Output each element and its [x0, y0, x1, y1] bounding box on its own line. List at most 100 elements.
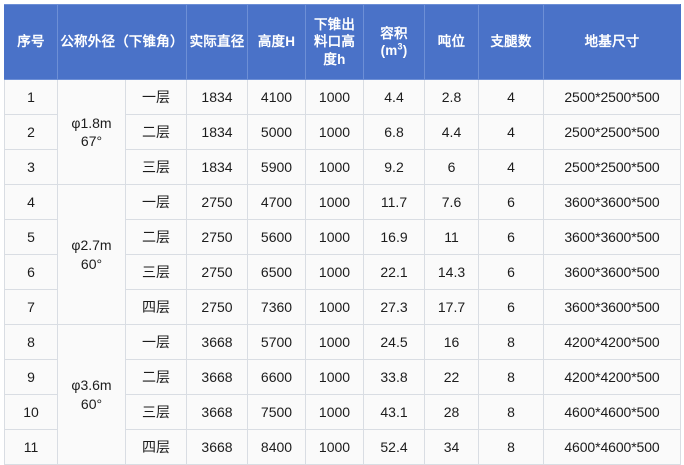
table-row: 10 三层 3668 7500 1000 43.1 28 8 4600*4600*500 — [4, 394, 681, 430]
cell-tonnage: 11 — [424, 219, 479, 255]
cell-actual-diameter: 3668 — [186, 429, 248, 465]
cell-height: 5000 — [247, 114, 306, 150]
column-header-seq: 序号 — [4, 4, 58, 80]
column-header-nominal-diameter: 公称外径（下锥角） — [57, 4, 187, 80]
cone-angle-value: 60° — [80, 395, 103, 412]
cell-height: 4100 — [247, 79, 306, 115]
cell-layer: 一层 — [125, 184, 187, 220]
cell-nominal-diameter: φ2.7m 60° — [57, 184, 126, 325]
cell-foundation-size: 4200*4200*500 — [543, 359, 681, 395]
cell-outlet-height: 1000 — [305, 184, 364, 220]
cell-layer: 三层 — [125, 394, 187, 430]
table-row: 11 四层 3668 8400 1000 52.4 34 8 4600*4600*500 — [4, 429, 681, 465]
cell-volume: 11.7 — [363, 184, 425, 220]
cell-layer: 三层 — [125, 254, 187, 290]
cell-nominal-diameter: φ3.6m 60° — [57, 324, 126, 465]
cell-actual-diameter: 3668 — [186, 324, 248, 360]
cell-nominal-diameter: φ1.8m 67° — [57, 79, 126, 185]
cell-tonnage: 34 — [424, 429, 479, 465]
cell-layer: 四层 — [125, 429, 187, 465]
column-header-volume-unit: (m3) — [366, 42, 422, 59]
cell-height: 4700 — [247, 184, 306, 220]
cell-height: 8400 — [247, 429, 306, 465]
table-row: 8 φ3.6m 60° 一层 3668 5700 1000 24.5 16 8 4200*4200*… — [4, 324, 681, 465]
cell-seq: 11 — [4, 429, 58, 465]
table-row: 5 二层 2750 5600 1000 16.9 11 6 3600*3600*500 — [4, 219, 681, 255]
table-row: 6 三层 2750 6500 1000 22.1 14.3 6 3600*3600*500 — [4, 254, 681, 290]
cell-seq: 4 — [4, 184, 58, 220]
cell-foundation-size: 3600*3600*500 — [543, 254, 681, 290]
cell-foundation-size: 2500*2500*500 — [543, 149, 681, 185]
table-row: 7 四层 2750 7360 1000 27.3 17.7 6 3600*3600*500 — [4, 289, 681, 325]
cell-tonnage: 22 — [424, 359, 479, 395]
table-body: 1 φ1.8m 67° 一层 1834 4100 1000 4.4 2.8 4 2500*2500*… — [4, 79, 681, 465]
cell-seq: 1 — [4, 79, 58, 115]
cell-layer: 二层 — [125, 359, 187, 395]
cell-tonnage: 14.3 — [424, 254, 479, 290]
cell-leg-count: 6 — [478, 254, 544, 290]
cell-tonnage: 4.4 — [424, 114, 479, 150]
cell-actual-diameter: 1834 — [186, 149, 248, 185]
cell-leg-count: 8 — [478, 324, 544, 360]
volume-unit-base: (m — [380, 43, 398, 58]
cell-foundation-size: 2500*2500*500 — [543, 79, 681, 115]
table-header: 序号 公称外径（下锥角） 实际直径 高度H 下锥出料口高度h 容积 (m3) 吨… — [4, 4, 681, 80]
cell-leg-count: 8 — [478, 429, 544, 465]
cell-volume: 33.8 — [363, 359, 425, 395]
column-header-actual-diameter: 实际直径 — [186, 4, 248, 80]
cell-outlet-height: 1000 — [305, 394, 364, 430]
cell-layer: 二层 — [125, 219, 187, 255]
column-header-outlet-height: 下锥出料口高度h — [305, 4, 364, 80]
cell-foundation-size: 4600*4600*500 — [543, 394, 681, 430]
cell-outlet-height: 1000 — [305, 324, 364, 360]
column-header-volume: 容积 (m3) — [363, 4, 425, 80]
cell-layer: 一层 — [125, 324, 187, 360]
cell-outlet-height: 1000 — [305, 79, 364, 115]
cell-volume: 43.1 — [363, 394, 425, 430]
cell-seq: 6 — [4, 254, 58, 290]
cell-volume: 22.1 — [363, 254, 425, 290]
volume-unit-exponent: 3 — [397, 41, 403, 52]
cell-actual-diameter: 2750 — [186, 184, 248, 220]
column-header-volume-label: 容积 — [380, 25, 408, 41]
cell-height: 5900 — [247, 149, 306, 185]
cell-seq: 9 — [4, 359, 58, 395]
cell-layer: 二层 — [125, 114, 187, 150]
table-row: 4 φ2.7m 60° 一层 2750 4700 1000 11.7 7.6 6 3600*3600… — [4, 184, 681, 325]
cell-tonnage: 16 — [424, 324, 479, 360]
cell-height: 6600 — [247, 359, 306, 395]
cell-outlet-height: 1000 — [305, 254, 364, 290]
cell-outlet-height: 1000 — [305, 149, 364, 185]
column-header-foundation-size: 地基尺寸 — [543, 4, 681, 80]
cell-leg-count: 8 — [478, 394, 544, 430]
cell-leg-count: 4 — [478, 79, 544, 115]
cell-actual-diameter: 1834 — [186, 79, 248, 115]
cell-seq: 3 — [4, 149, 58, 185]
nominal-diameter-value: φ3.6m — [71, 377, 112, 394]
cell-leg-count: 6 — [478, 184, 544, 220]
nominal-diameter-value: φ2.7m — [71, 237, 112, 254]
cell-volume: 16.9 — [363, 219, 425, 255]
cell-height: 5700 — [247, 324, 306, 360]
cell-outlet-height: 1000 — [305, 359, 364, 395]
header-row: 序号 公称外径（下锥角） 实际直径 高度H 下锥出料口高度h 容积 (m3) 吨… — [4, 4, 681, 80]
cell-actual-diameter: 1834 — [186, 114, 248, 150]
cell-foundation-size: 3600*3600*500 — [543, 289, 681, 325]
volume-unit-close: ) — [402, 43, 408, 58]
cell-volume: 52.4 — [363, 429, 425, 465]
cell-volume: 27.3 — [363, 289, 425, 325]
cell-layer: 三层 — [125, 149, 187, 185]
cell-foundation-size: 3600*3600*500 — [543, 184, 681, 220]
cell-seq: 2 — [4, 114, 58, 150]
cell-tonnage: 2.8 — [424, 79, 479, 115]
cell-leg-count: 8 — [478, 359, 544, 395]
cell-seq: 8 — [4, 324, 58, 360]
cell-seq: 10 — [4, 394, 58, 430]
cell-volume: 4.4 — [363, 79, 425, 115]
cell-height: 5600 — [247, 219, 306, 255]
cell-seq: 7 — [4, 289, 58, 325]
column-header-tonnage: 吨位 — [424, 4, 479, 80]
cell-outlet-height: 1000 — [305, 114, 364, 150]
cell-volume: 9.2 — [363, 149, 425, 185]
cell-foundation-size: 3600*3600*500 — [543, 219, 681, 255]
